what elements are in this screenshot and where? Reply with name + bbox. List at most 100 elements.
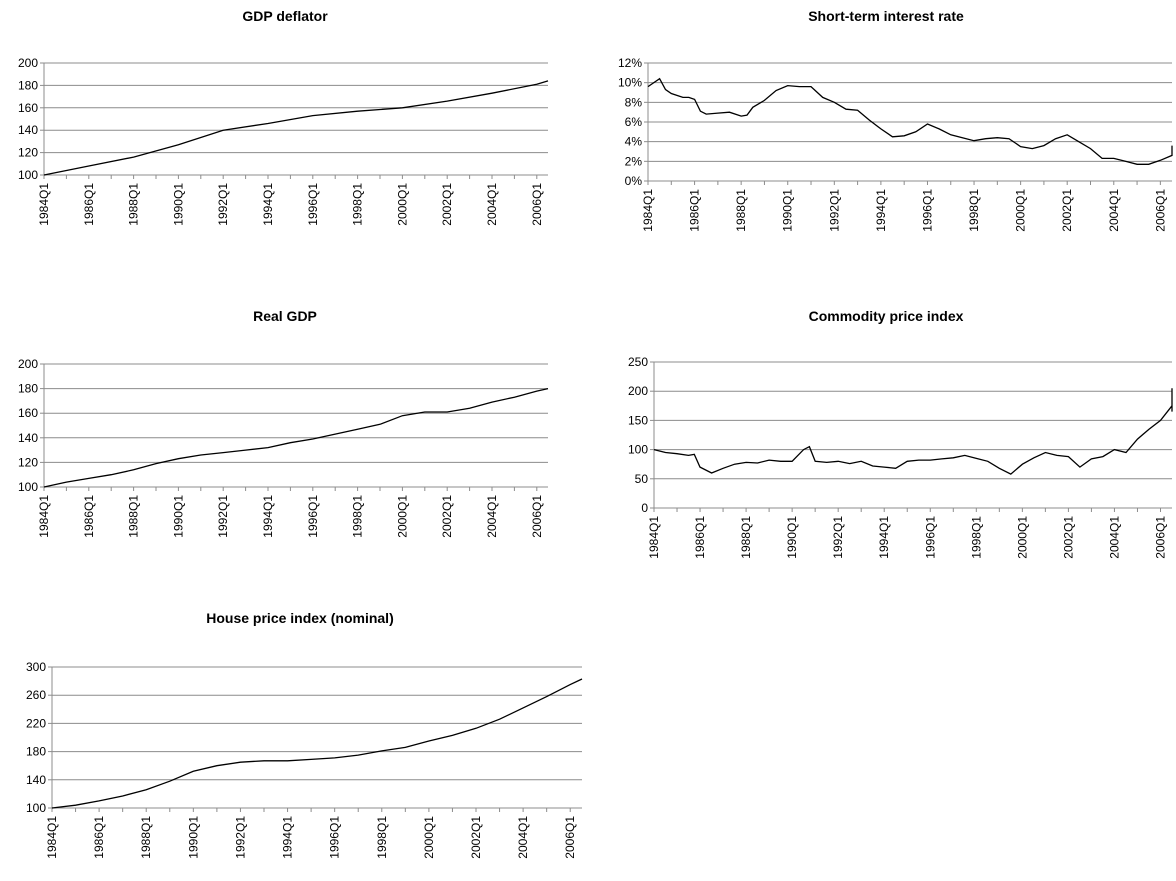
x-tick-label: 1984Q1: [641, 189, 655, 232]
x-tick-label: 2004Q1: [1107, 189, 1121, 232]
x-tick-label: 2004Q1: [485, 495, 499, 538]
chart-real-gdp: Real GDP 100 120 140 160 180 200 1984Q1 1986Q1 1…: [0, 308, 570, 598]
y-tick-label: 150: [628, 413, 648, 427]
x-tick-label: 1988Q1: [127, 495, 141, 538]
x-tick-label: 1992Q1: [827, 189, 841, 232]
x-tick-label: 1992Q1: [216, 183, 230, 226]
y-tick-label: 50: [635, 472, 649, 486]
x-tick-label: 2000Q1: [395, 183, 409, 226]
x-tick-label: 1998Q1: [969, 516, 983, 559]
x-tick-label: 2006Q1: [563, 816, 577, 859]
chart-house-price-index: House price index (nominal) 100 140 180 220…: [0, 610, 590, 881]
y-tick-label: 2%: [625, 154, 643, 168]
series-line: [43, 387, 549, 488]
series-line: [653, 388, 1173, 475]
x-tick-label: 2004Q1: [485, 183, 499, 226]
x-tick-label: 1996Q1: [328, 816, 342, 859]
x-tick-label: 1988Q1: [739, 516, 753, 559]
x-tick-label: 2004Q1: [1107, 516, 1121, 559]
x-tick-label: 1988Q1: [127, 183, 141, 226]
x-tick-label: 2000Q1: [422, 816, 436, 859]
y-tick-label: 180: [18, 78, 38, 92]
x-tick-label: 2006Q1: [530, 495, 544, 538]
chart-title: Commodity price index: [808, 308, 964, 324]
y-tick-label: 160: [18, 101, 38, 115]
y-tick-label: 160: [18, 406, 38, 420]
chart-svg: 100 120 140 160 180 200 1984Q1 1986Q1 1988Q1 1990…: [18, 56, 549, 226]
y-tick-label: 8%: [625, 95, 643, 109]
y-tick-label: 10%: [618, 76, 642, 90]
chart-svg: 100 140 180 220 260 300 1984Q1 1986Q1 1988Q1 1990…: [26, 660, 583, 859]
x-tick-label: 1992Q1: [831, 516, 845, 559]
chart-short-term-interest-rate: Short-term interest rate 0% 2% 4% 6% 8% 10% 12…: [596, 0, 1176, 290]
chart-title: Short-term interest rate: [808, 8, 964, 24]
y-tick-label: 12%: [618, 56, 642, 70]
x-tick-label: 1994Q1: [281, 816, 295, 859]
x-tick-label: 1990Q1: [186, 816, 200, 859]
x-tick-label: 1990Q1: [171, 183, 185, 226]
x-tick-label: 2002Q1: [440, 495, 454, 538]
x-tick-label: 1994Q1: [261, 183, 275, 226]
y-tick-label: 4%: [625, 135, 643, 149]
x-tick-label: 1998Q1: [351, 183, 365, 226]
x-tick-label: 1992Q1: [216, 495, 230, 538]
x-tick-label: 1986Q1: [82, 183, 96, 226]
x-tick-label: 2000Q1: [395, 495, 409, 538]
x-tick-label: 1998Q1: [967, 189, 981, 232]
chart-title: GDP deflator: [242, 8, 328, 24]
x-tick-label: 1994Q1: [874, 189, 888, 232]
y-tick-label: 120: [18, 146, 38, 160]
x-tick-label: 1996Q1: [306, 495, 320, 538]
x-tick-label: 1994Q1: [877, 516, 891, 559]
y-tick-label: 200: [18, 357, 38, 371]
y-tick-label: 260: [26, 688, 46, 702]
y-tick-label: 200: [18, 56, 38, 70]
y-tick-label: 140: [18, 431, 38, 445]
x-tick-label: 1998Q1: [375, 816, 389, 859]
chart-title: House price index (nominal): [206, 610, 394, 626]
y-tick-label: 180: [18, 382, 38, 396]
series-line: [43, 80, 549, 176]
x-tick-label: 1986Q1: [688, 189, 702, 232]
chart-title: Real GDP: [253, 308, 317, 324]
x-tick-label: 1990Q1: [171, 495, 185, 538]
y-tick-label: 220: [26, 716, 46, 730]
series-line: [647, 77, 1173, 165]
x-tick-label: 1984Q1: [45, 816, 59, 859]
x-tick-label: 2002Q1: [1060, 189, 1074, 232]
y-tick-label: 180: [26, 745, 46, 759]
x-tick-label: 2000Q1: [1015, 516, 1029, 559]
x-tick-label: 1986Q1: [693, 516, 707, 559]
x-tick-label: 1996Q1: [923, 516, 937, 559]
chart-gdp-deflator: GDP deflator 100 120 140 160 180 200 1984Q1 198…: [0, 0, 570, 290]
y-tick-label: 300: [26, 660, 46, 674]
chart-svg: 100 120 140 160 180 200 1984Q1 1986Q1 1988Q1 1990…: [18, 357, 549, 538]
x-tick-label: 2002Q1: [440, 183, 454, 226]
y-tick-label: 100: [18, 480, 38, 494]
x-tick-label: 2004Q1: [516, 816, 530, 859]
series-line: [51, 678, 583, 809]
y-tick-label: 200: [628, 384, 648, 398]
x-tick-label: 1996Q1: [306, 183, 320, 226]
x-tick-label: 1986Q1: [82, 495, 96, 538]
x-tick-label: 1988Q1: [139, 816, 153, 859]
x-tick-label: 2000Q1: [1014, 189, 1028, 232]
y-tick-label: 0: [641, 501, 648, 515]
x-tick-label: 1998Q1: [351, 495, 365, 538]
x-tick-label: 1986Q1: [92, 816, 106, 859]
x-tick-label: 2006Q1: [1153, 516, 1167, 559]
x-tick-label: 1984Q1: [647, 516, 661, 559]
y-tick-label: 100: [628, 443, 648, 457]
x-tick-label: 2006Q1: [1153, 189, 1167, 232]
x-tick-label: 1990Q1: [785, 516, 799, 559]
y-tick-label: 250: [628, 355, 648, 369]
x-tick-label: 1988Q1: [734, 189, 748, 232]
x-tick-label: 2006Q1: [530, 183, 544, 226]
y-tick-label: 6%: [625, 115, 643, 129]
y-tick-label: 100: [18, 168, 38, 182]
x-tick-label: 1984Q1: [37, 183, 51, 226]
x-tick-label: 1994Q1: [261, 495, 275, 538]
y-tick-label: 140: [26, 773, 46, 787]
y-tick-label: 140: [18, 123, 38, 137]
y-tick-label: 100: [26, 801, 46, 815]
